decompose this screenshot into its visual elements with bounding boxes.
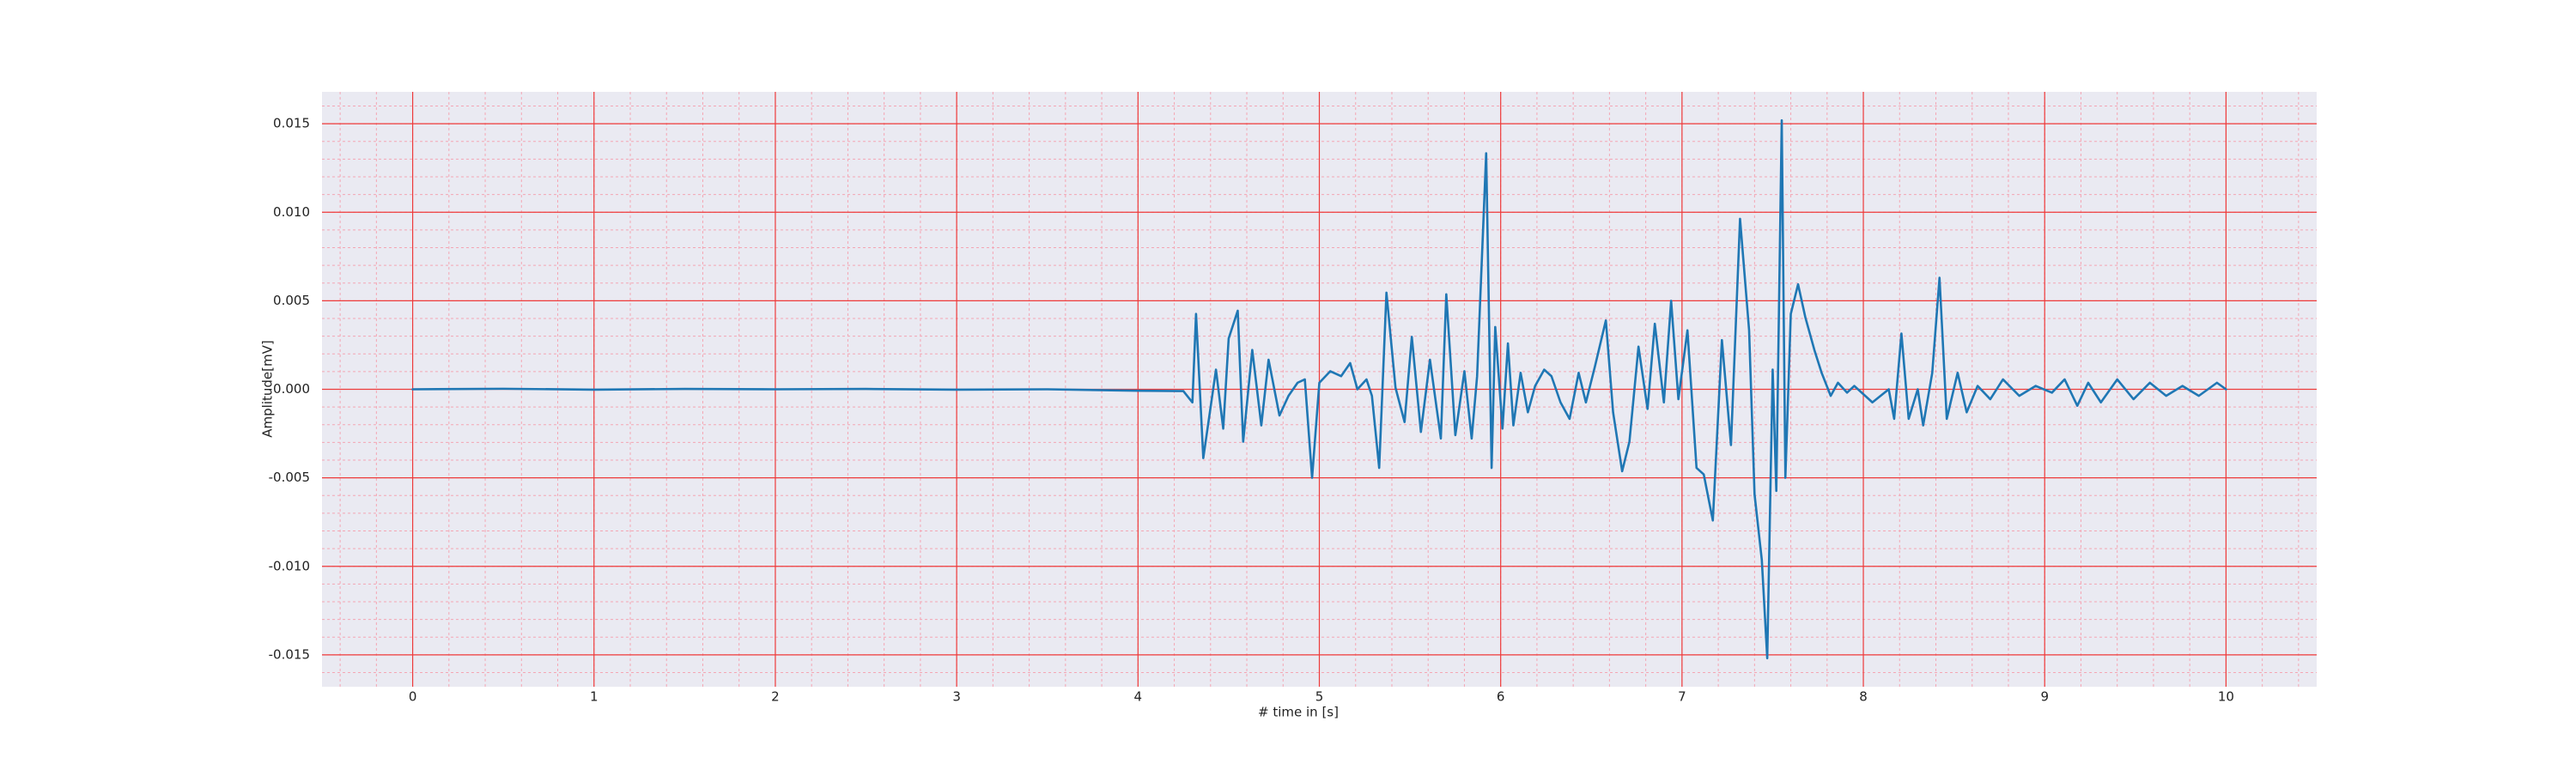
x-tick-label: 4 [1134,689,1143,705]
y-tick-label: -0.010 [269,558,310,573]
x-tick-label: 0 [409,689,417,705]
x-tick-label: 10 [2218,689,2234,705]
y-tick-label: 0.010 [273,204,310,220]
x-axis-label: # time in [s] [1258,705,1339,720]
y-axis-label: Amplitude[mV] [260,340,276,437]
y-tick-label: 0.000 [273,381,310,397]
y-tick-label: -0.005 [269,470,310,485]
y-tick-label: 0.015 [273,116,310,131]
x-tick-label: 5 [1315,689,1324,705]
x-tick-label: 7 [1678,689,1686,705]
x-tick-label: 1 [590,689,598,705]
y-tick-label: 0.005 [273,293,310,308]
x-tick-label: 9 [2040,689,2049,705]
x-tick-label: 2 [771,689,780,705]
x-tick-label: 3 [952,689,961,705]
x-tick-label: 6 [1497,689,1505,705]
signal-line [411,118,2227,660]
y-tick-label: -0.015 [269,646,310,662]
x-tick-label: 8 [1859,689,1868,705]
